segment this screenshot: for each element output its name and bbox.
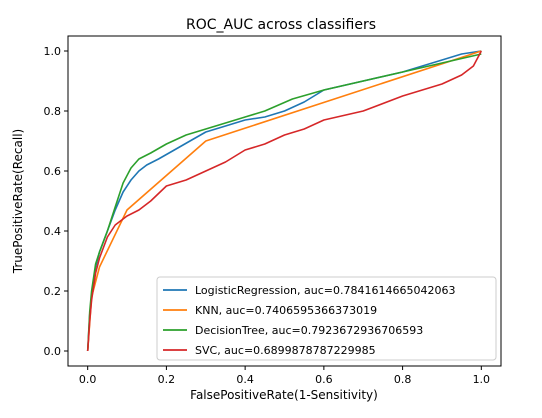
legend-label-2: DecisionTree, auc=0.7923672936706593 [195, 324, 423, 337]
y-tick-label: 0.6 [44, 165, 62, 178]
y-axis: 0.0 0.2 0.4 0.6 0.8 1.0 [44, 45, 68, 358]
legend-label-0: LogisticRegression, auc=0.78416146650420… [195, 284, 455, 297]
legend-box [156, 276, 497, 361]
x-axis: 0.0 0.2 0.4 0.6 0.8 1.0 [79, 366, 490, 386]
legend-label-1: KNN, auc=0.7406595366373019 [195, 304, 377, 317]
x-axis-label: FalsePositiveRate(1-Sensitivity) [190, 388, 378, 402]
chart-title: ROC_AUC across classifiers [186, 17, 376, 33]
x-tick-label: 0.0 [79, 373, 97, 386]
series-line-2 [86, 53, 482, 352]
x-tick-label: 0.4 [236, 373, 254, 386]
y-tick-label: 1.0 [44, 45, 62, 58]
legend-label-3: SVC, auc=0.6899878787229985 [195, 344, 376, 357]
series-lines [86, 50, 483, 352]
x-tick-label: 0.2 [158, 373, 176, 386]
y-tick-label: 0.0 [44, 345, 62, 358]
y-tick-label: 0.8 [44, 105, 62, 118]
x-tick-label: 0.8 [394, 373, 412, 386]
plot-frame [67, 35, 502, 367]
x-tick-label: 0.6 [315, 373, 333, 386]
y-axis-label: TruePositiveRate(Recall) [11, 129, 25, 274]
series-line-3 [86, 50, 483, 352]
legend: LogisticRegression, auc=0.78416146650420… [156, 276, 497, 361]
x-tick-label: 1.0 [473, 373, 491, 386]
y-tick-label: 0.4 [44, 225, 62, 238]
y-tick-label: 0.2 [44, 285, 62, 298]
